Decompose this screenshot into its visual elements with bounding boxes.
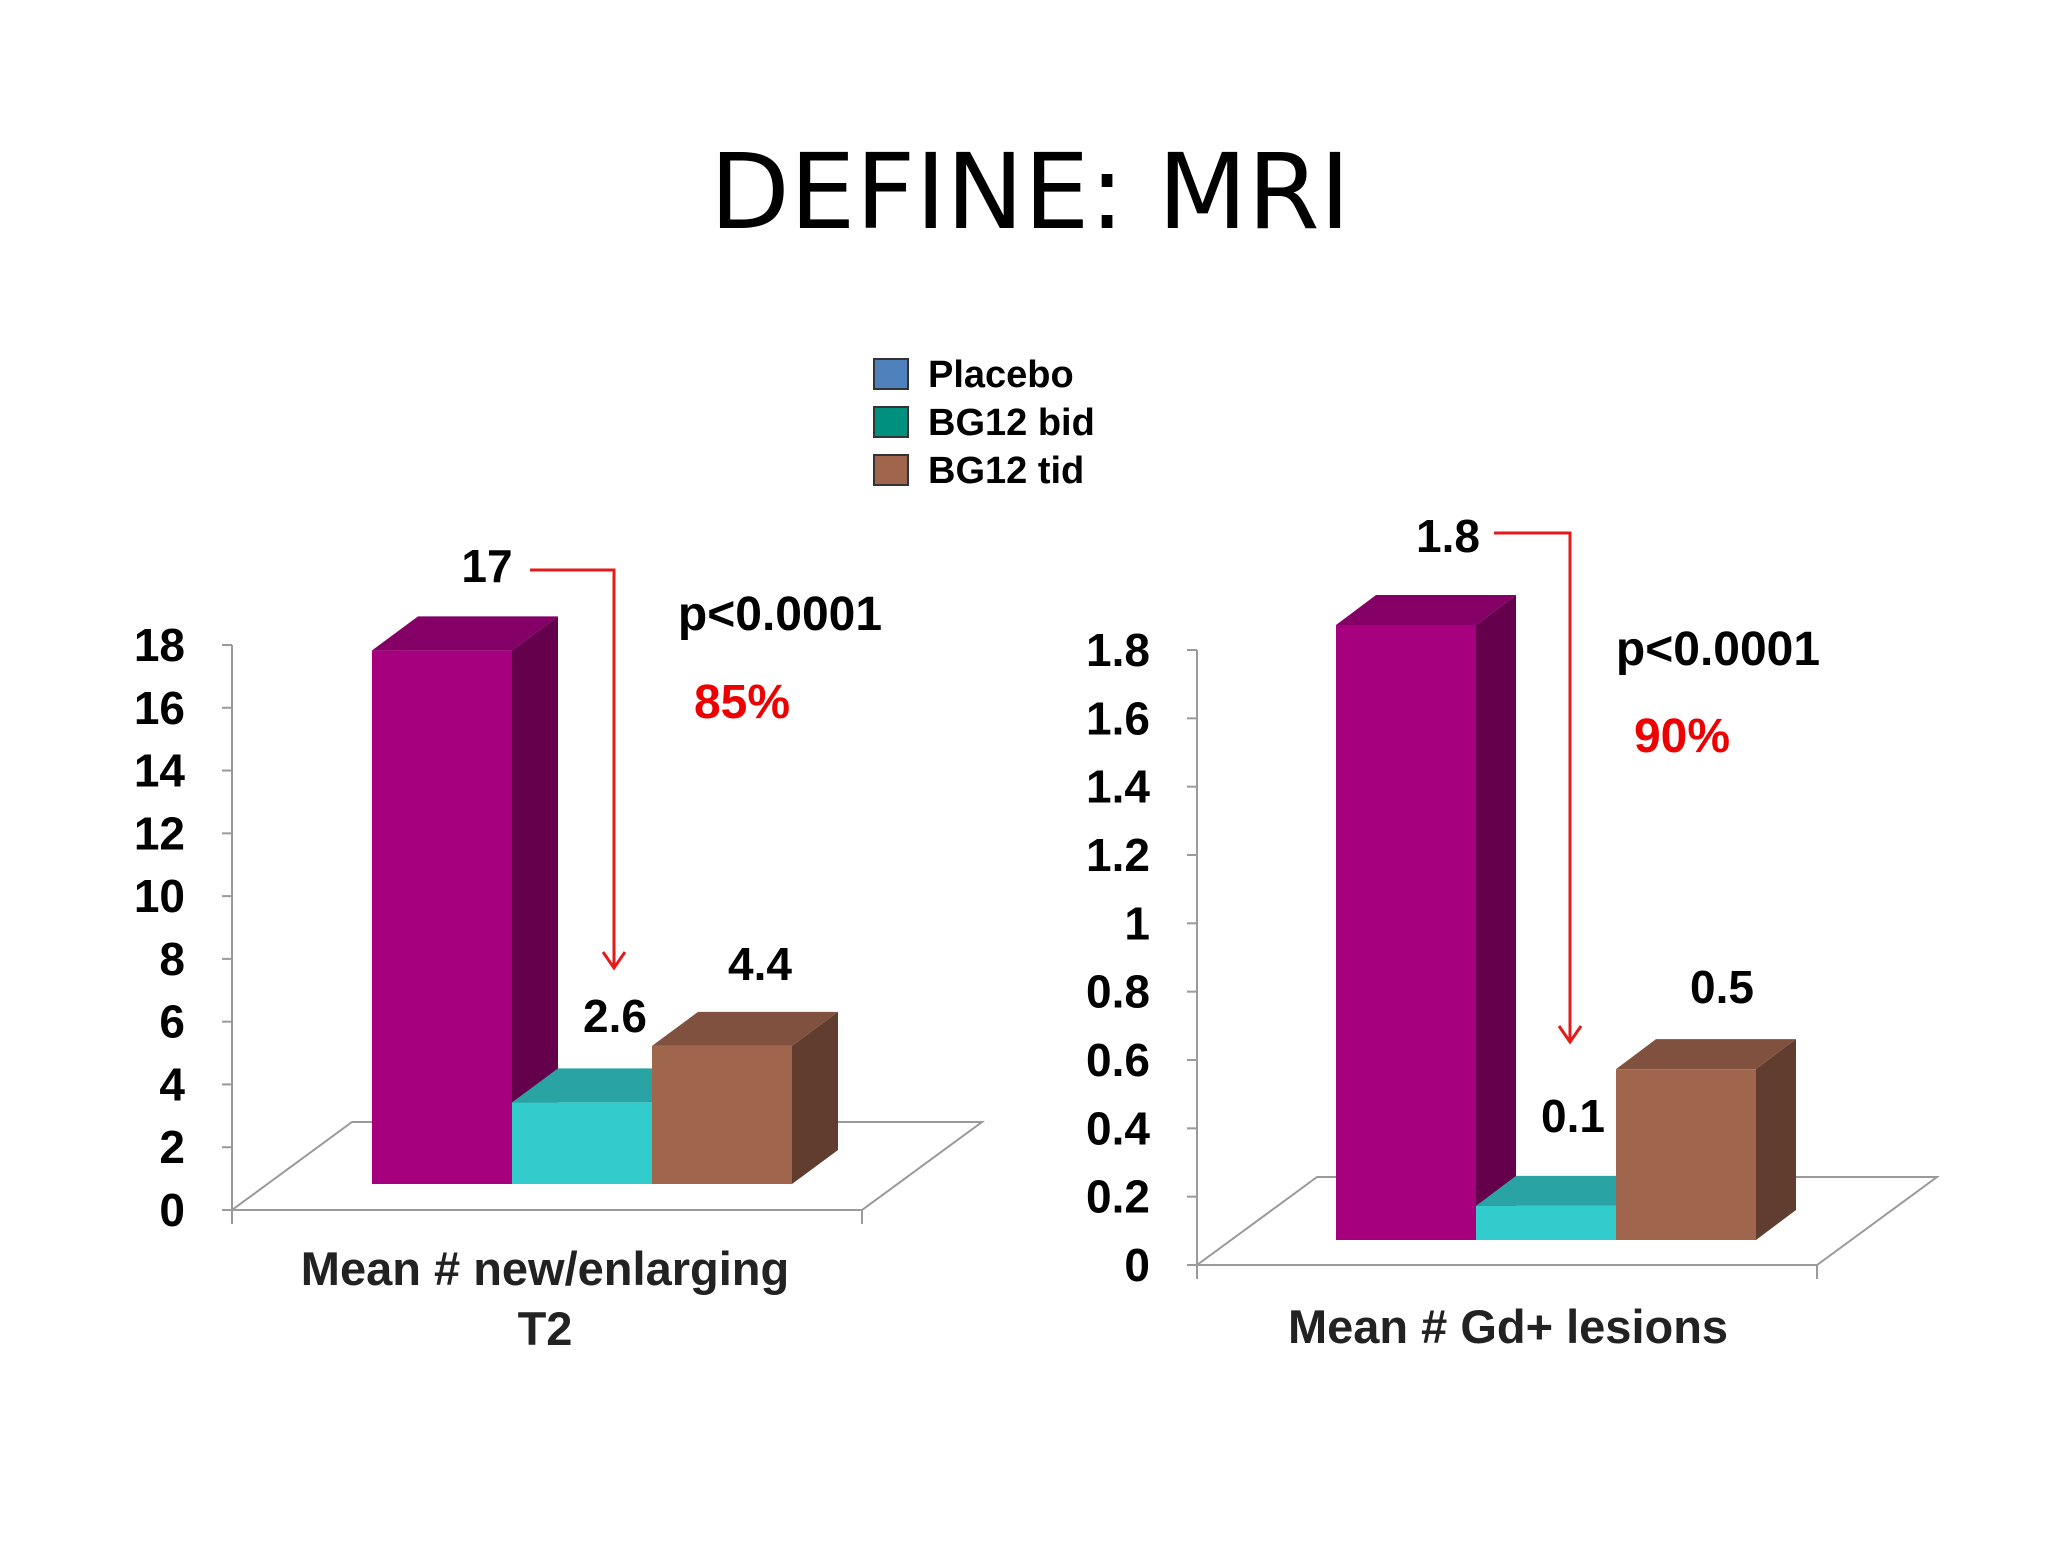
- reduction-arrow: [1494, 531, 1572, 1042]
- legend-label: BG12 tid: [928, 450, 1084, 492]
- legend-label: BG12 bid: [928, 402, 1095, 444]
- y-tick-label: 0.8: [1086, 966, 1150, 1018]
- bar-front: [512, 1102, 652, 1184]
- bar-side: [1756, 1039, 1796, 1240]
- y-tick-label: 1: [1124, 897, 1150, 949]
- legend-swatch: [873, 454, 909, 486]
- bar-bg12-tid: [652, 1011, 838, 1184]
- bar-top: [1336, 595, 1516, 625]
- y-tick-label: 6: [159, 996, 185, 1048]
- bar-value-label: 0.1: [1541, 1090, 1605, 1142]
- y-tick-label: 1.6: [1086, 692, 1150, 744]
- bar-top: [372, 616, 558, 651]
- chart-gd-lesions: 0 0.2 0.4 0.6 0.8 1 1.2 1.4 1.6 1.8 1.8 0.1 0.5 p<0.0…: [1086, 510, 1941, 1353]
- y-tick-label: 1.2: [1086, 829, 1150, 881]
- y-tick-label: 0: [159, 1184, 185, 1236]
- bar-side: [512, 616, 558, 1184]
- x-axis-label: Mean # Gd+ lesions: [1288, 1300, 1728, 1353]
- y-tick-label: 0.2: [1086, 1171, 1150, 1223]
- bar-placebo: [372, 616, 558, 1184]
- arrow-head: [1557, 1025, 1583, 1045]
- chart-t2-lesions: 0 2 4 6 8 10 12 14 16 18 17 2.6 4.4 p<0.0001 85% Mean #…: [134, 540, 986, 1355]
- reduction-percent: 85%: [694, 676, 790, 729]
- y-tick-label: 14: [134, 745, 186, 797]
- y-tick-label: 1.4: [1086, 761, 1150, 813]
- bar-placebo: [1336, 595, 1516, 1240]
- x-axis-label: T2: [518, 1302, 573, 1355]
- bar-top: [1616, 1039, 1796, 1070]
- bar-front: [652, 1045, 792, 1184]
- legend-swatch: [873, 406, 909, 438]
- bar-front: [1476, 1205, 1616, 1240]
- y-tick-label: 0.4: [1086, 1102, 1150, 1154]
- bar-top: [512, 1068, 698, 1103]
- bar-bg12-tid: [1616, 1039, 1796, 1240]
- bar-side: [1476, 595, 1516, 1240]
- bar-value-label: 2.6: [583, 990, 647, 1042]
- bar-side: [792, 1011, 838, 1184]
- y-tick-label: 4: [159, 1058, 185, 1110]
- arrow-head: [601, 951, 627, 971]
- y-tick-label: 10: [134, 870, 185, 922]
- y-tick-label: 2: [159, 1121, 185, 1173]
- slide-title: DEFINE: MRI: [710, 131, 1351, 253]
- x-axis-label: Mean # new/enlarging: [301, 1242, 789, 1295]
- bar-front: [1336, 625, 1476, 1240]
- bar-top: [652, 1011, 838, 1046]
- bar-bg12-bid: [1476, 1175, 1656, 1240]
- y-tick-label: 16: [134, 682, 185, 734]
- y-tick-label: 0: [1124, 1239, 1150, 1291]
- legend-swatch: [873, 358, 909, 390]
- bar-value-label: 0.5: [1690, 961, 1754, 1013]
- bar-value-label: 1.8: [1416, 510, 1480, 562]
- y-tick-label: 0.6: [1086, 1034, 1150, 1086]
- bar-front: [372, 650, 512, 1184]
- reduction-arrow: [530, 568, 616, 968]
- y-tick-label: 8: [159, 933, 185, 985]
- y-tick-label: 12: [134, 807, 185, 859]
- bar-value-label: 4.4: [728, 938, 792, 990]
- bar-value-label: 17: [461, 540, 512, 592]
- y-tick-label: 1.8: [1086, 624, 1150, 676]
- y-tick-label: 18: [134, 619, 185, 671]
- legend-label: Placebo: [928, 354, 1074, 396]
- p-value-label: p<0.0001: [1616, 623, 1820, 676]
- reduction-percent: 90%: [1634, 710, 1730, 763]
- p-value-label: p<0.0001: [678, 588, 882, 641]
- bar-front: [1616, 1069, 1756, 1240]
- bar-top: [1476, 1175, 1656, 1206]
- legend: Placebo BG12 bid BG12 tid: [873, 354, 1095, 492]
